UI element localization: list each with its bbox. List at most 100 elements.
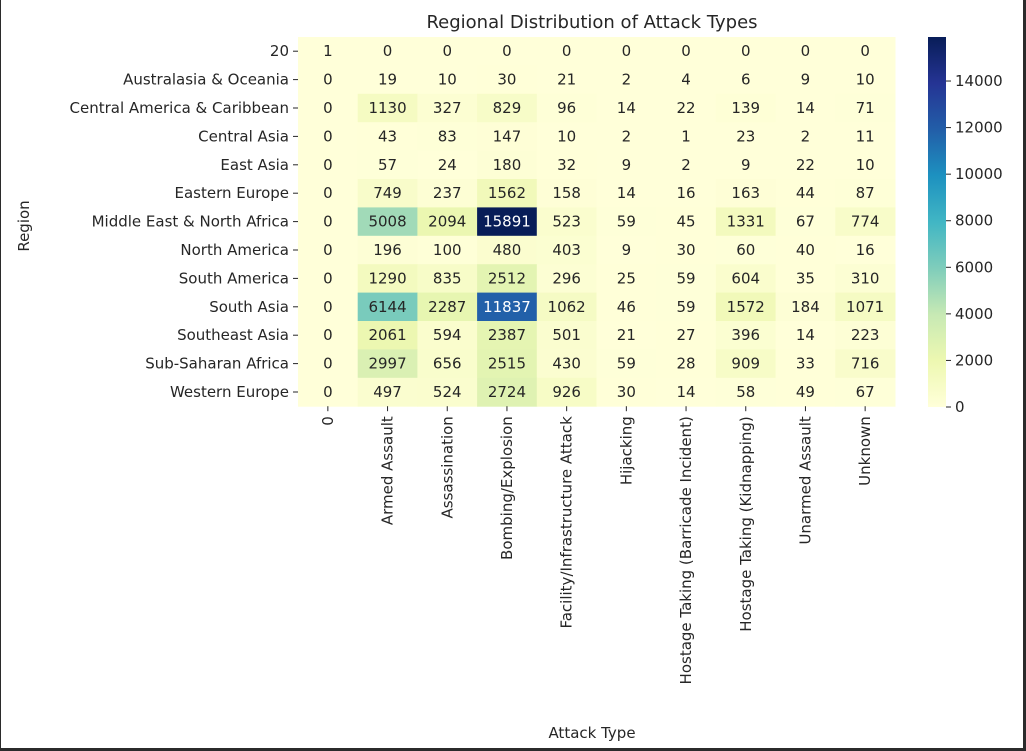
cell-value-label: 22 [796, 156, 815, 174]
cell-value-label: 96 [557, 99, 576, 117]
cell-value-label: 1130 [368, 99, 406, 117]
heatmap-cell [656, 179, 717, 208]
heatmap-cell [357, 207, 418, 237]
cell-value-label: 158 [552, 184, 581, 202]
cell-value-label: 59 [677, 298, 696, 316]
cell-value-label: 0 [323, 298, 333, 316]
cell-value-label: 14 [677, 383, 696, 401]
cell-value-label: 403 [552, 241, 581, 259]
column-tick-label: Hostage Taking (Kidnapping) [737, 416, 755, 632]
cell-value-label: 0 [323, 156, 333, 174]
cell-value-label: 749 [373, 184, 402, 202]
cell-value-label: 11 [856, 127, 875, 145]
cell-value-label: 59 [617, 213, 636, 231]
heatmap-cell [357, 150, 418, 180]
heatmap-cell [477, 65, 538, 95]
cell-value-label: 2 [622, 71, 632, 89]
cell-value-label: 2387 [488, 326, 526, 344]
heatmap-cell [775, 207, 836, 237]
heatmap-cell [298, 264, 359, 294]
cell-value-label: 0 [323, 184, 333, 202]
cell-value-label: 6144 [368, 298, 406, 316]
heatmap-cell [417, 122, 478, 152]
heatmap-cell [536, 235, 597, 265]
heatmap-cell [596, 37, 657, 66]
heatmap-cell [715, 122, 777, 152]
heatmap-cell [656, 349, 717, 379]
row-tick-label: South Asia [209, 298, 289, 316]
cell-value-label: 28 [677, 355, 696, 373]
cell-value-label: 14 [796, 326, 815, 344]
cell-value-label: 57 [378, 156, 397, 174]
cell-value-label: 15891 [483, 213, 531, 231]
column-tick-label: 0 [319, 416, 337, 426]
cell-value-label: 0 [323, 99, 333, 117]
column-tick-label: Unknown [856, 416, 874, 486]
cell-value-label: 10 [856, 156, 875, 174]
cell-value-label: 716 [851, 355, 880, 373]
cell-value-label: 67 [796, 213, 815, 231]
heatmap-cell [715, 292, 777, 322]
heatmap-cell [417, 321, 478, 350]
heatmap-cell [417, 377, 478, 407]
heatmap-cell [477, 179, 538, 208]
heatmap-cell [835, 150, 896, 180]
cell-value-label: 180 [493, 156, 522, 174]
colorbar: 0 2000 4000 6000 8000 10000 12000 14000 [928, 37, 1003, 416]
heatmap-cell [477, 292, 538, 322]
heatmap-cell [298, 235, 359, 265]
cell-value-label: 2515 [488, 355, 526, 373]
heatmap-cell [656, 292, 717, 322]
heatmap-cell [536, 150, 597, 180]
cell-value-label: 0 [502, 42, 512, 60]
heatmap-cell [775, 321, 836, 350]
cell-value-label: 1290 [368, 269, 406, 287]
cell-value-label: 0 [323, 326, 333, 344]
cell-value-label: 23 [736, 127, 755, 145]
colorbar-gradient [928, 37, 946, 407]
cell-value-label: 774 [851, 213, 880, 231]
heatmap-cell [596, 264, 657, 294]
heatmap-cell [775, 150, 836, 180]
row-tick-label: Eastern Europe [174, 184, 289, 202]
heatmap-cell [835, 93, 896, 123]
cell-value-label: 32 [557, 156, 576, 174]
cell-value-label: 24 [438, 156, 457, 174]
cell-value-label: 909 [731, 355, 760, 373]
cell-value-label: 14 [617, 184, 636, 202]
heatmap-cell [298, 377, 359, 407]
cell-value-label: 2061 [368, 326, 406, 344]
cell-value-label: 59 [677, 269, 696, 287]
heatmap-cell [477, 150, 538, 180]
heatmap-cell [357, 65, 418, 95]
cell-value-label: 0 [860, 42, 870, 60]
cell-value-label: 10 [856, 71, 875, 89]
cell-value-label: 2 [801, 127, 811, 145]
heatmap-cell [477, 122, 538, 152]
heatmap-cell-labels: 1 0 0 0 0 0 0 0 0 00 19 10 30 21 2 4 6 9 100 1130 327 829 96 14… [323, 42, 884, 401]
heatmap-cell [477, 93, 538, 123]
heatmap-cell [715, 207, 777, 237]
cell-value-label: 656 [433, 355, 462, 373]
cell-value-label: 926 [552, 383, 581, 401]
cell-value-label: 2 [622, 127, 632, 145]
heatmap-cell [536, 321, 597, 350]
cell-value-label: 67 [856, 383, 875, 401]
heatmap-cell [417, 235, 478, 265]
heatmap-cell [775, 37, 836, 66]
column-tick-label: Hijacking [617, 416, 635, 485]
cell-value-label: 0 [323, 269, 333, 287]
heatmap-cell [357, 235, 418, 265]
cell-value-label: 44 [796, 184, 815, 202]
heatmap-cell [775, 65, 836, 95]
heatmap-cell [298, 122, 359, 152]
cell-value-label: 58 [736, 383, 755, 401]
heatmap-cell [596, 377, 657, 407]
cell-value-label: 10 [557, 127, 576, 145]
cell-value-label: 237 [433, 184, 462, 202]
heatmap-cell [596, 65, 657, 95]
heatmap-cell [775, 377, 836, 407]
heatmap-cell [596, 349, 657, 379]
heatmap-cell [477, 349, 538, 379]
